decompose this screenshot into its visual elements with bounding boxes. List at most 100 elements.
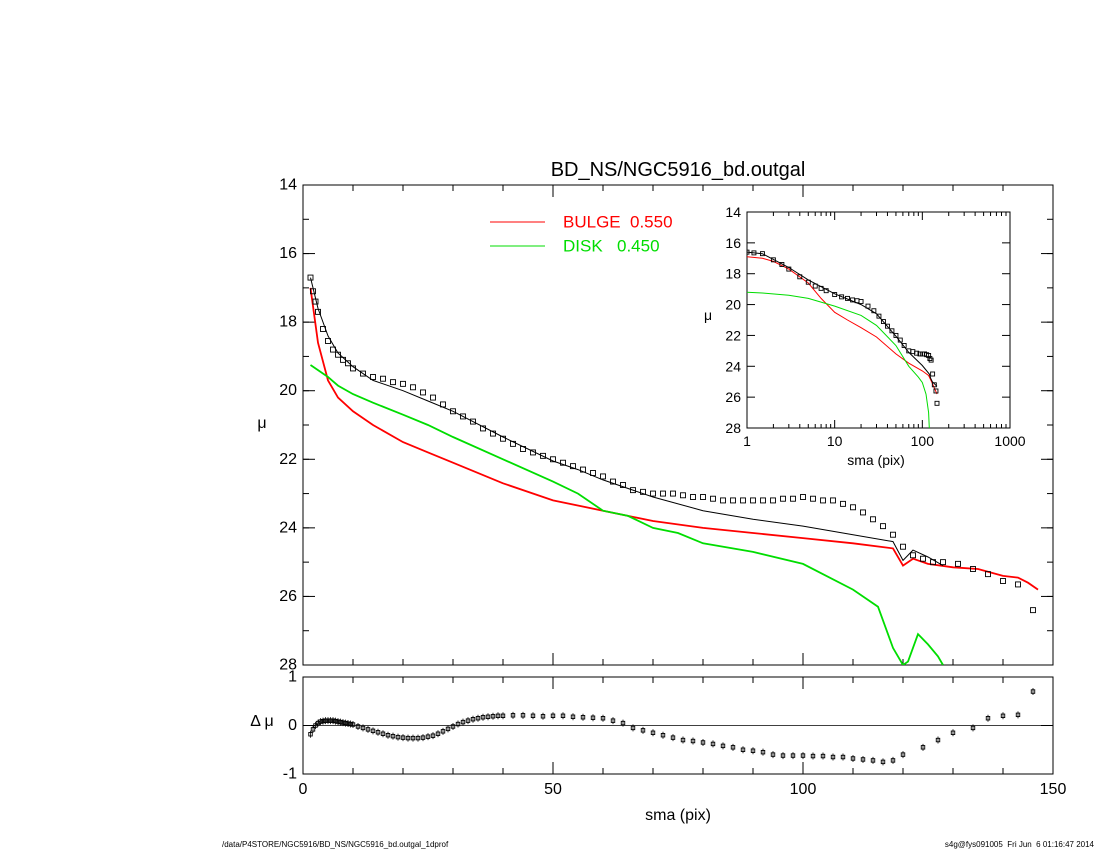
inset-y-tick-label: 24 <box>725 358 741 374</box>
main-data-point <box>312 298 319 305</box>
inset-data-point <box>832 292 838 297</box>
inset-data-point <box>893 332 899 338</box>
residual-y-tick-label: 1 <box>288 669 297 686</box>
main-data-point <box>450 408 456 415</box>
main-data-point <box>490 430 496 437</box>
main-data-point <box>370 374 376 380</box>
main-data-point <box>710 495 716 502</box>
main-data-point <box>500 435 506 442</box>
residual-y-tick-label: 0 <box>288 717 297 734</box>
main-y-tick-label: 22 <box>279 451 297 468</box>
main-data-point <box>390 379 396 386</box>
chart-title: BD_NS/NGC5916_bd.outgal <box>551 159 806 181</box>
main-data-point <box>860 509 866 516</box>
main-series-line-1 <box>309 364 944 665</box>
inset-data-point <box>839 294 845 300</box>
residual-panel: 10-10 50 100 150 <box>283 669 1067 799</box>
legend-bulge-value: 0.550 <box>630 213 673 232</box>
main-data-point <box>1015 581 1021 588</box>
main-data-point <box>955 560 961 567</box>
main-y-tick-label: 14 <box>279 177 297 194</box>
main-data-point <box>930 559 936 566</box>
main-data-point <box>570 463 576 470</box>
main-y-axis-label: μ <box>257 415 266 432</box>
main-series-line-0 <box>309 287 1039 591</box>
inset-data-point <box>747 249 750 255</box>
inset-data-point <box>850 297 856 303</box>
inset-data-point <box>865 303 871 309</box>
inset-data-point <box>914 350 920 356</box>
inset-x-axis-label: sma (pix) <box>847 452 905 468</box>
main-data-point <box>480 425 486 432</box>
main-y-tick-label: 24 <box>279 519 297 536</box>
inset-data-point <box>858 299 864 304</box>
main-data-point <box>330 346 336 353</box>
inset-y-tick-label: 16 <box>725 235 741 251</box>
inset-series-line-0 <box>747 256 938 395</box>
inset-data-point <box>845 295 850 301</box>
inset-series-line-2 <box>747 251 938 387</box>
main-data-point <box>670 490 676 497</box>
main-frame <box>302 184 1054 666</box>
main-data-point <box>335 351 341 358</box>
main-y-tick-label: 26 <box>279 588 297 605</box>
inset-data-point <box>884 323 890 329</box>
main-data-point <box>530 449 536 456</box>
main-data-point <box>910 552 916 559</box>
main-data-point <box>540 452 546 459</box>
inset-series-line-1 <box>747 291 930 428</box>
inset-data-point <box>880 319 886 324</box>
main-data-point <box>320 326 326 332</box>
inset-data-point <box>797 274 803 280</box>
legend-disk-value: 0.450 <box>617 237 660 256</box>
inset-data-point <box>805 279 811 285</box>
main-data-point <box>630 487 636 494</box>
inset-data-point <box>759 251 765 257</box>
main-data-point <box>470 418 476 425</box>
main-data-point <box>870 516 876 523</box>
inset-data-point <box>933 388 939 394</box>
inset-data-point <box>876 313 882 319</box>
main-data-point <box>890 531 896 538</box>
inset-data-point <box>926 353 932 358</box>
inset-data-point <box>871 308 877 314</box>
inset-frame <box>746 211 1011 429</box>
inset-data-point <box>751 250 757 256</box>
main-data-point <box>770 497 776 504</box>
inset-panel: 14 16 18 20 22 24 26 281 10 100 1000 <box>725 204 1025 449</box>
residual-x-tick-label: 100 <box>790 781 817 798</box>
inset-data-point <box>812 283 818 289</box>
inset-series-group <box>747 249 940 428</box>
main-data-point <box>700 494 706 500</box>
main-data-point <box>680 492 686 499</box>
inset-y-tick-label: 14 <box>725 204 741 220</box>
main-y-tick-label: 28 <box>279 657 297 674</box>
main-data-point <box>560 459 566 466</box>
inset-y-tick-label: 20 <box>725 297 741 313</box>
inset-data-point <box>889 328 895 334</box>
main-y-tick-label: 18 <box>279 314 297 331</box>
inset-data-point <box>786 266 792 272</box>
main-data-point <box>600 473 606 480</box>
legend: BULGE 0.550 DISK 0.450 <box>490 213 673 256</box>
footer-timestamp: s4g@fys091005 Fri Jun 6 01:16:47 2014 <box>945 840 1095 849</box>
main-data-point <box>880 523 886 530</box>
main-data-point <box>850 504 856 511</box>
main-y-tick-label: 16 <box>279 245 297 262</box>
main-data-point <box>315 308 321 315</box>
inset-x-tick-label: 1000 <box>994 433 1025 449</box>
main-data-point <box>460 413 466 420</box>
residual-y-axis-label: Δ μ <box>250 713 273 730</box>
main-series-line-2 <box>310 277 944 567</box>
main-data-point <box>307 274 314 281</box>
residual-series-group <box>308 688 1036 766</box>
main-data-point <box>520 446 526 452</box>
residual-x-tick-label: 50 <box>544 781 562 798</box>
inset-data-point <box>931 382 937 388</box>
legend-bulge-label: BULGE <box>563 213 621 232</box>
main-data-point <box>430 394 436 401</box>
residual-x-tick-label: 150 <box>1040 781 1067 798</box>
main-data-point <box>350 365 356 372</box>
main-data-point <box>810 495 816 502</box>
x-axis-label: sma (pix) <box>645 807 711 824</box>
